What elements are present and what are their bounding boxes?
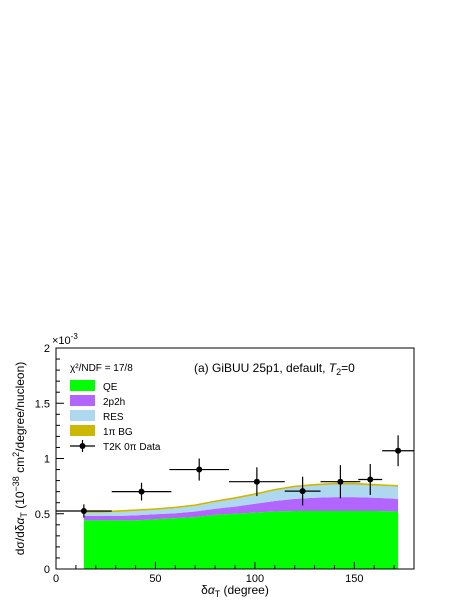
ylabel-sub: T: [19, 512, 29, 518]
y-tick-label: 1.5: [35, 398, 50, 410]
legend-data-marker: [79, 443, 86, 449]
legend-data-label: T2K 0π Data: [103, 442, 161, 453]
x-tick-label: 0: [53, 573, 59, 585]
title-main: (a) GiBUU 25p1, default,: [194, 361, 329, 375]
ylabel-alpha: α: [13, 516, 27, 524]
y-axis-exponent: ×10-3: [52, 332, 78, 347]
data-point: [80, 507, 87, 514]
xlabel-delta: δ: [201, 583, 208, 597]
data-point: [196, 466, 203, 473]
y-tick-label: 0.5: [35, 509, 50, 521]
legend-swatch: [70, 410, 95, 421]
x-tick-label: 50: [149, 573, 161, 585]
legend: χ²/NDF = 17/8 QE 2p2h RES 1π BG T2K 0π Data: [70, 363, 161, 453]
title-tail: =0: [341, 361, 355, 375]
ylabel-c: cm: [13, 457, 27, 476]
legend-label: RES: [103, 412, 124, 423]
legend-label: QE: [103, 382, 118, 393]
legend-chi2: χ²/NDF = 17/8: [70, 363, 133, 374]
xlabel-unit: (degree): [220, 583, 269, 597]
legend-swatch: [70, 425, 95, 436]
ylabel-exp: −38: [11, 476, 21, 491]
x-tick-label: 100: [246, 573, 264, 585]
data-point: [395, 447, 402, 454]
ylabel-a: dσ/dδ: [13, 524, 27, 555]
legend-swatch: [70, 395, 95, 406]
legend-swatch: [70, 380, 95, 391]
legend-label: 1π BG: [103, 427, 133, 438]
data-point: [138, 488, 145, 495]
ylabel-d: /degree/nucleon): [13, 362, 27, 452]
data-point: [299, 488, 306, 495]
y-tick-label: 2: [44, 343, 50, 355]
x-axis-label: δαT (degree): [201, 583, 269, 599]
stack-area-1: [83, 497, 399, 521]
title-var: T: [329, 361, 338, 375]
y-axis-label: dσ/dδαT (10−38 cm2/degree/nucleon): [11, 362, 29, 556]
x-tick-label: 150: [345, 573, 363, 585]
xlabel-alpha: α: [208, 583, 216, 597]
data-point: [337, 478, 344, 485]
data-points-layer: [56, 435, 414, 518]
y-exponent-power: -3: [71, 332, 79, 341]
title-sub: 2: [336, 367, 341, 377]
ylabel-b: (10: [13, 491, 27, 512]
y-tick-label: 1: [44, 454, 50, 466]
data-point: [253, 478, 260, 485]
ylabel-exp2: 2: [11, 452, 21, 457]
legend-label: 2p2h: [103, 397, 125, 408]
stack-area-2: [83, 484, 399, 516]
chart-title: (a) GiBUU 25p1, default, T2=0: [194, 361, 355, 377]
stack-area-0: [83, 510, 399, 569]
axes-layer: 0 50 100 150 0 0.5 1 1.5 2: [35, 343, 415, 585]
legend-items: QE 2p2h RES 1π BG T2K 0π Data: [70, 380, 161, 453]
data-point: [367, 476, 374, 483]
xlabel-sub: T: [215, 589, 221, 599]
y-tick-label: 0: [44, 564, 50, 576]
y-exponent-base: ×10: [52, 335, 71, 347]
stacked-area-layer: [83, 482, 399, 569]
